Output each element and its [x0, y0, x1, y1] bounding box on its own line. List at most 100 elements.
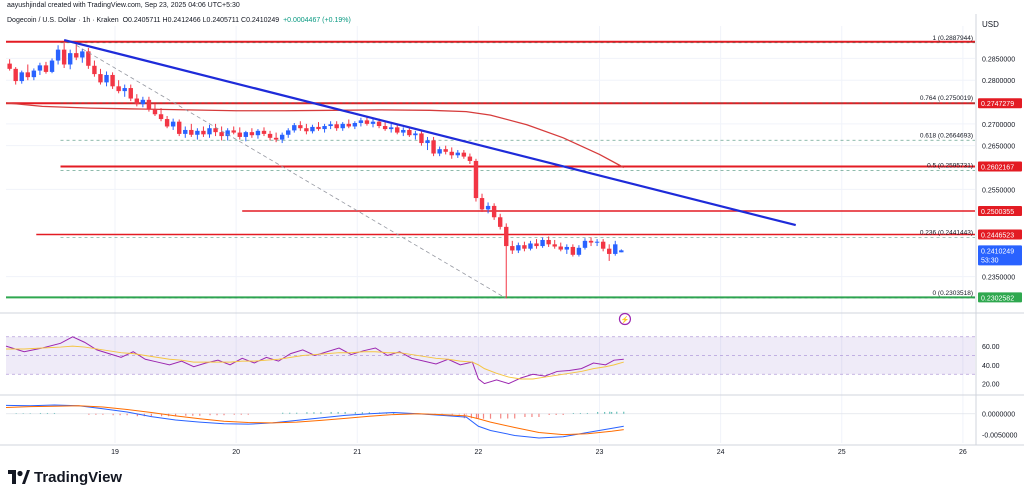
candle-body [55, 49, 61, 61]
candle-body [455, 152, 460, 156]
candle-body [225, 130, 230, 137]
candle-body [613, 244, 618, 254]
time-tick-label: 25 [838, 449, 846, 456]
tradingview-logo-icon [8, 470, 30, 484]
candle-body [267, 133, 273, 138]
candle-body [510, 246, 515, 251]
price-badge-value: 0.2500355 [981, 209, 1014, 216]
candle-body [395, 127, 400, 133]
candle-body [134, 98, 140, 105]
candle-body [504, 226, 509, 247]
candle-body [516, 245, 521, 251]
candle-body [255, 130, 261, 136]
candle-body [413, 133, 418, 136]
time-tick-label: 19 [111, 449, 119, 456]
candle-body [152, 109, 158, 115]
candle-body [534, 243, 539, 247]
event-marker-icon[interactable] [618, 312, 632, 326]
price-tick-label: 0.2800000 [982, 78, 1015, 85]
candle-body [92, 65, 97, 75]
candle-body [158, 114, 164, 120]
candle-body [382, 126, 388, 130]
price-tick-label: 0.2350000 [982, 275, 1015, 282]
macd-panel: 0.0000000 -0.0050000 [5, 404, 1018, 440]
price-badge-value: 0.2410249 [981, 248, 1014, 255]
candle-body [564, 246, 570, 250]
candle-body [13, 68, 18, 82]
candle-body [31, 70, 37, 78]
candle-body [286, 130, 291, 135]
price-badge [978, 205, 1022, 216]
candle-body [582, 240, 588, 248]
rsi-tick-label: 20.00 [982, 382, 1000, 389]
candle-body [364, 120, 370, 124]
fibonacci-levels[interactable]: 1 (0.2887944) 0.764 (0.2750019) 0.618 (0.2… [60, 35, 975, 299]
price-axis[interactable]: USD 0.2850000 0.2800000 0.2700000 0.2650000 0… [982, 20, 1015, 282]
currency-label: USD [982, 20, 999, 29]
fib-level-label: 0.5 (0.2595731) [927, 162, 973, 169]
rsi-ma-line [6, 345, 624, 380]
candle-body [479, 198, 485, 210]
candle-body [43, 65, 49, 72]
panel-separators [0, 14, 1024, 446]
candle-body [213, 128, 218, 133]
fib-level-label: 0 (0.2303518) [933, 290, 973, 297]
candle-body [183, 129, 188, 134]
tradingview-logo[interactable]: TradingView [8, 467, 122, 487]
candle-body [98, 74, 103, 83]
price-badge-value: 0.2602167 [981, 165, 1014, 172]
candle-body [588, 240, 594, 243]
candle-body [346, 123, 351, 127]
candle-body [231, 130, 236, 133]
candle-body [189, 129, 194, 135]
time-tick-label: 20 [232, 449, 240, 456]
candle-body [467, 156, 473, 161]
fib-level-label: 0.764 (0.2750019) [920, 95, 973, 102]
projection-line[interactable] [76, 44, 507, 299]
bearish-trend-line[interactable] [63, 38, 797, 227]
candle-body [437, 149, 442, 154]
macd-tick-label: 0.0000000 [982, 412, 1015, 419]
candle-body [61, 49, 67, 65]
author-line: aayushjindal created with TradingView.co… [7, 2, 240, 9]
price-badge-value: 0.2446523 [981, 232, 1014, 239]
candle-body [243, 132, 249, 137]
candle-body [249, 132, 255, 136]
drawn-lines[interactable] [63, 38, 797, 299]
time-axis[interactable]: 19 20 21 22 23 24 25 26 [111, 449, 967, 456]
price-badge-value: 0.2747279 [981, 101, 1014, 108]
event-marker[interactable]: ⚡ [618, 312, 632, 326]
candle-body [352, 122, 358, 127]
candle-body [122, 88, 127, 92]
time-tick-label: 21 [353, 449, 361, 456]
candle-body [461, 152, 467, 157]
candle-body [570, 246, 576, 255]
price-badge-countdown: 53:30 [981, 257, 999, 264]
candle-body [449, 151, 454, 156]
candle-body [116, 86, 121, 92]
candle-body [419, 133, 424, 144]
candle-body [407, 129, 412, 136]
candle-body [401, 129, 406, 133]
tradingview-logo-text: TradingView [34, 468, 123, 486]
ohlc-values: O0.2405711 H0.2412466 L0.2405711 C0.2410… [122, 17, 280, 24]
candle-body [358, 120, 364, 123]
candle-body [110, 74, 115, 87]
candle-body [334, 124, 339, 129]
price-tick-label: 0.2850000 [982, 56, 1015, 63]
price-badge [978, 245, 1022, 266]
price-change: +0.0004467 (+0.19%) [283, 17, 351, 24]
candle-body [316, 126, 321, 130]
price-badge [978, 161, 1022, 172]
candle-body [322, 126, 327, 130]
candle-body [558, 246, 563, 250]
candle-body [80, 51, 85, 58]
symbol-title: Dogecoin / U.S. Dollar · 1h · Kraken [7, 17, 119, 24]
candle-body [304, 128, 309, 132]
candle-body [576, 247, 582, 255]
candle-body [491, 205, 497, 218]
candle-body [49, 60, 55, 72]
candle-body [207, 128, 212, 135]
candle-body [195, 130, 200, 135]
